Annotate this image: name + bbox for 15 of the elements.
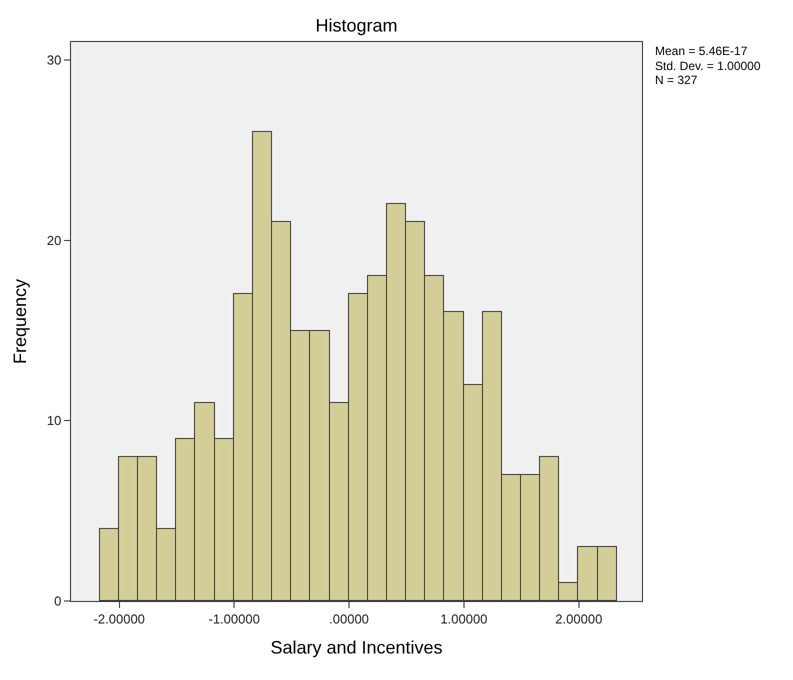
chart-title: Histogram <box>315 15 398 36</box>
text: Std. Dev. = 1.00000 <box>655 59 761 73</box>
y-tick-label: 30 <box>46 52 62 68</box>
y-tick-label: 10 <box>46 413 62 428</box>
x-tick-label: .00000 <box>329 612 369 627</box>
x-tick-label: -2.00000 <box>94 612 145 627</box>
y-tick-label: 20 <box>46 232 62 248</box>
x-axis-title: Salary and Incentives <box>270 638 443 658</box>
y-axis-title: Frequency <box>10 278 30 364</box>
y-tick-label: 0 <box>54 594 62 609</box>
x-tick-label: -1.00000 <box>208 612 260 627</box>
x-tick-label: 2.00000 <box>555 612 602 627</box>
x-tick-label: 1.00000 <box>440 612 488 627</box>
text: Mean = 5.46E-17 <box>655 44 748 58</box>
text: N = 327 <box>655 73 698 87</box>
